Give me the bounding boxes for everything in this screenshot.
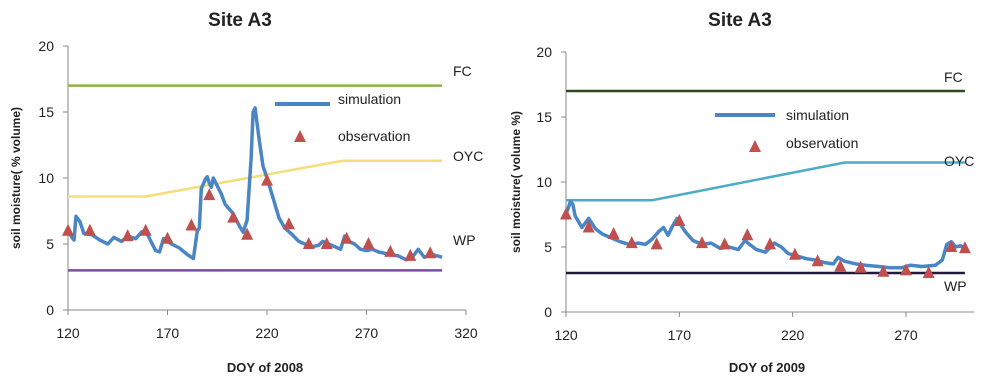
chart-title: Site A3 xyxy=(708,10,772,31)
legend-observation-swatch xyxy=(294,130,306,142)
y-tick-label: 5 xyxy=(46,236,54,252)
observation-point xyxy=(900,263,912,276)
observation-point xyxy=(320,237,333,249)
chart-title: Site A3 xyxy=(208,10,272,31)
right-label-oyc: OYC xyxy=(944,153,974,169)
observation-point xyxy=(607,227,620,239)
x-tick-label: 220 xyxy=(781,327,805,343)
observation-point xyxy=(718,237,731,250)
x-tick-label: 170 xyxy=(668,327,692,343)
y-tick-label: 5 xyxy=(544,239,552,255)
observation-point xyxy=(340,231,353,244)
observation-point xyxy=(764,237,776,250)
observation-point xyxy=(121,229,134,242)
y-axis-label: soil moisture( volume %) xyxy=(509,111,523,253)
observation-point xyxy=(62,223,74,236)
x-tick-label: 270 xyxy=(894,327,918,343)
y-tick-label: 0 xyxy=(46,302,54,318)
observation-point xyxy=(302,237,315,249)
right-label-oyc: OYC xyxy=(453,148,483,164)
observation-point xyxy=(958,241,971,254)
observation-point xyxy=(139,223,152,236)
right-label-wp: WP xyxy=(944,278,967,294)
observation-point xyxy=(227,210,240,223)
observation-point xyxy=(560,207,572,220)
observation-point xyxy=(261,173,273,186)
x-tick-label: 270 xyxy=(355,325,379,341)
right-label-fc: FC xyxy=(453,63,472,79)
observation-point xyxy=(362,237,375,249)
observation-point xyxy=(854,260,867,273)
observation-point xyxy=(404,248,417,261)
y-tick-label: 10 xyxy=(536,174,552,190)
observation-point xyxy=(161,231,174,244)
observation-point xyxy=(185,218,198,231)
legend-simulation-label: simulation xyxy=(786,107,849,123)
right-label-wp: WP xyxy=(453,232,476,248)
observation-point xyxy=(384,244,397,257)
legend-simulation-label: simulation xyxy=(338,91,401,107)
x-tick-label: 120 xyxy=(56,325,80,341)
x-tick-label: 120 xyxy=(554,327,578,343)
chart-panel-2: Site A3 DOY of 2009 soil moisture( volume … xyxy=(509,10,974,375)
observation-point xyxy=(945,240,958,252)
x-tick-label: 220 xyxy=(255,325,279,341)
observation-point xyxy=(203,188,216,201)
y-tick-label: 20 xyxy=(536,44,552,60)
y-axis-label: soil moisture( % volume) xyxy=(9,107,23,249)
legend: simulation observation xyxy=(275,91,410,144)
y-tick-label: 15 xyxy=(536,109,552,125)
simulation-line xyxy=(66,106,443,262)
x-tick-label: 170 xyxy=(156,325,180,341)
observation-point xyxy=(83,223,96,236)
observation-point xyxy=(582,220,595,233)
observation-point xyxy=(741,228,754,241)
observation-point xyxy=(650,237,663,250)
simulation-line xyxy=(564,199,966,270)
observation-point xyxy=(625,236,638,249)
y-tick-label: 0 xyxy=(544,304,552,320)
x-axis-label: DOY of 2009 xyxy=(729,360,805,375)
legend-observation-label: observation xyxy=(786,135,858,151)
y-tick-label: 15 xyxy=(38,104,54,120)
reference-line-oyc xyxy=(566,161,965,202)
legend-observation-swatch xyxy=(749,140,761,152)
observation-point xyxy=(282,217,295,230)
observation-point xyxy=(673,214,686,226)
y-tick-label: 20 xyxy=(38,38,54,54)
observation-point xyxy=(922,266,935,278)
observation-point xyxy=(424,246,437,259)
observation-point xyxy=(241,227,254,240)
chart-panel-1: Site A3 DOY of 2008 soil moisture( % volum… xyxy=(9,10,483,375)
y-tick-label: 10 xyxy=(38,170,54,186)
observation-point xyxy=(788,247,801,260)
observation-point xyxy=(696,236,708,249)
x-axis-label: DOY of 2008 xyxy=(227,360,303,375)
right-label-fc: FC xyxy=(944,69,963,85)
observation-point xyxy=(811,254,824,267)
reference-line-oyc xyxy=(68,159,443,198)
legend-observation-label: observation xyxy=(338,128,410,144)
observation-point xyxy=(834,259,847,272)
x-tick-label: 320 xyxy=(454,325,478,341)
observation-point xyxy=(877,264,890,277)
legend: simulation observation xyxy=(715,107,858,152)
